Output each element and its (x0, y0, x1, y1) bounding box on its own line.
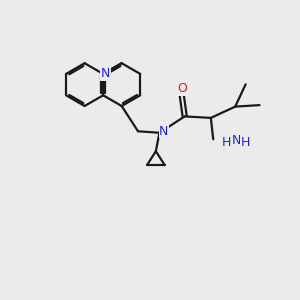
Text: N: N (101, 68, 110, 80)
Text: O: O (177, 82, 187, 95)
Text: H: H (241, 136, 250, 149)
Text: N: N (232, 134, 241, 147)
Text: H: H (222, 136, 231, 149)
Text: N: N (159, 125, 169, 138)
